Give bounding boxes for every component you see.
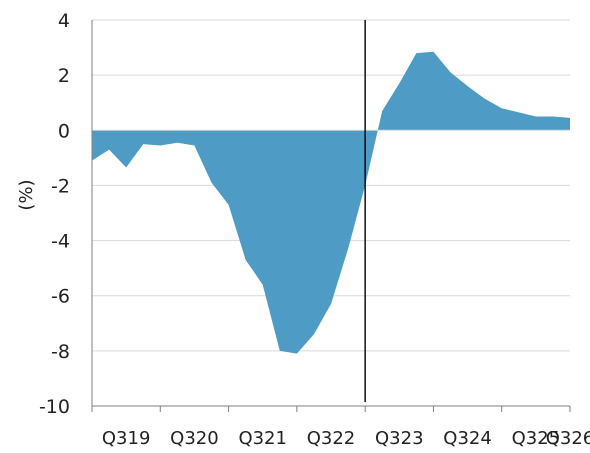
x-tick-label: Q323 xyxy=(375,428,424,449)
y-tick-label: 2 xyxy=(58,65,70,87)
tick-labels: 4 2 0 -2 -4 -6 -8 -10 Q319 Q320 Q321 Q322 Q323 Q324 Q3… xyxy=(39,10,590,449)
axes xyxy=(91,20,571,412)
x-tick-label: Q322 xyxy=(307,428,356,449)
x-tick-label: Q321 xyxy=(238,428,287,449)
y-tick-label: -4 xyxy=(51,231,70,253)
plot-area xyxy=(92,51,570,354)
x-tick-label: Q319 xyxy=(102,428,151,449)
x-tick-label: Q320 xyxy=(170,428,219,449)
x-tick-label: Q324 xyxy=(443,428,492,449)
area-series xyxy=(92,51,570,354)
y-tick-label: -2 xyxy=(51,175,70,197)
y-tick-label: -8 xyxy=(51,341,70,363)
x-tick-label: Q325 xyxy=(512,428,561,449)
y-tick-label: 0 xyxy=(58,120,70,142)
x-tick-label: Q326 xyxy=(546,428,590,449)
y-tick-label: 4 xyxy=(58,10,70,32)
y-tick-label: -6 xyxy=(51,286,70,308)
y-tick-label: -10 xyxy=(39,396,70,418)
y-axis-label: (%) xyxy=(16,179,37,210)
